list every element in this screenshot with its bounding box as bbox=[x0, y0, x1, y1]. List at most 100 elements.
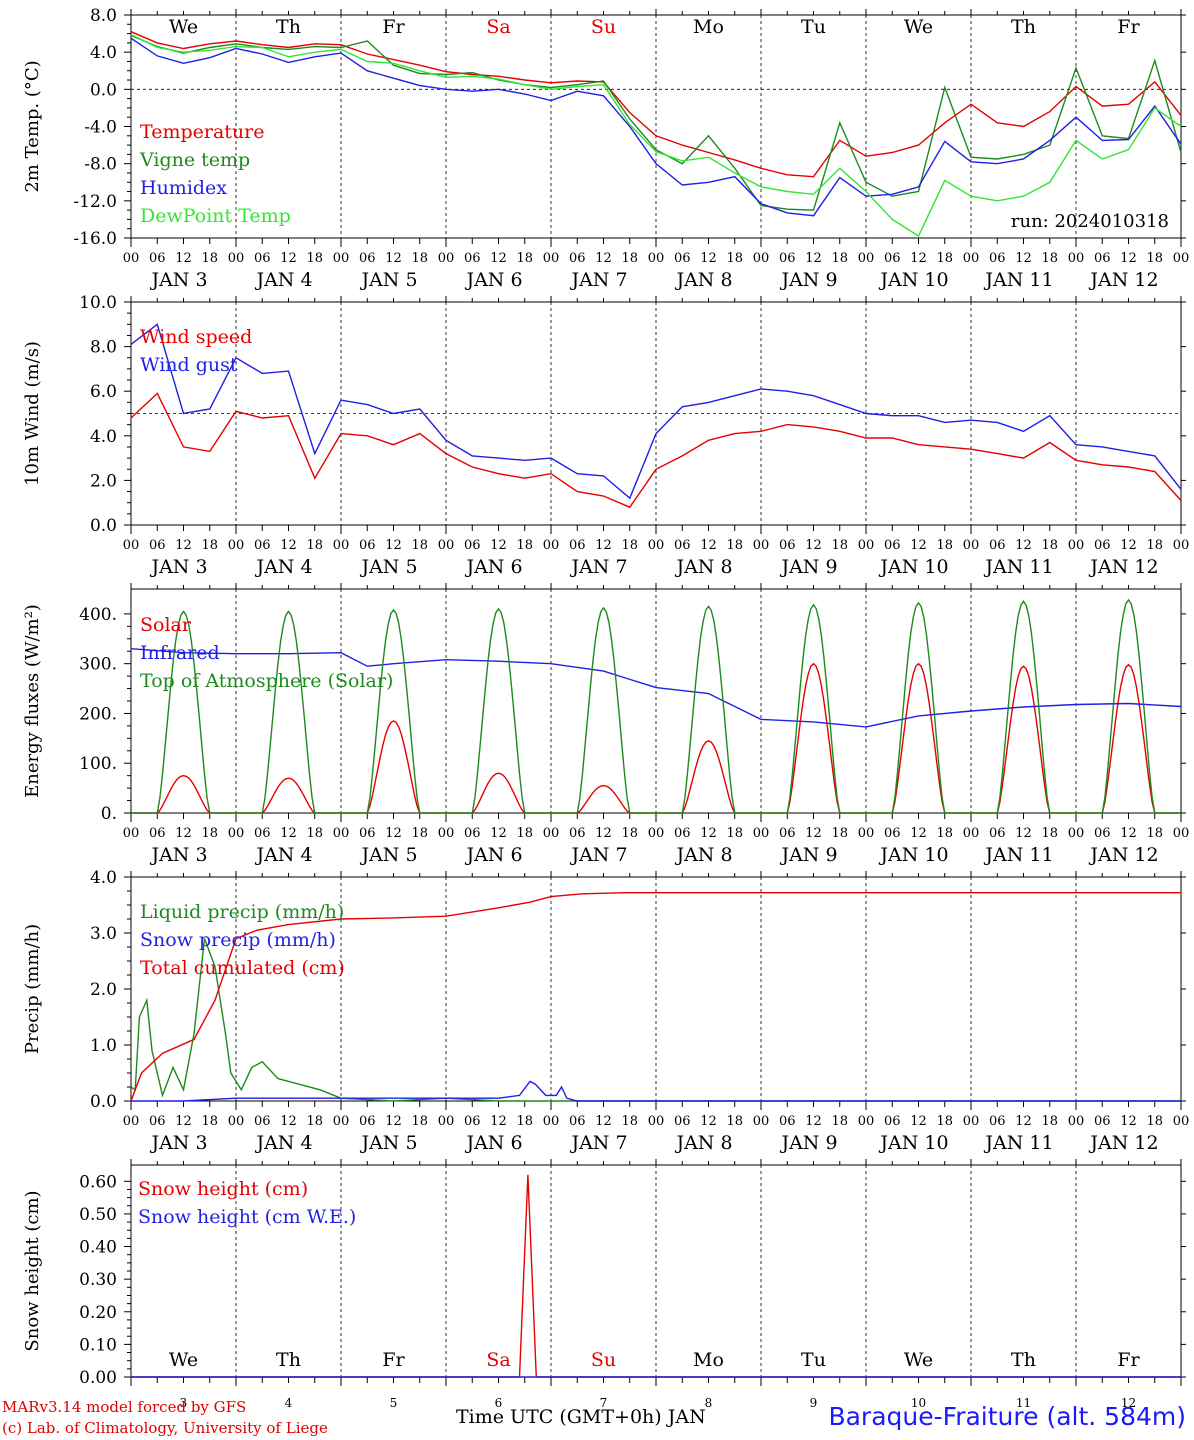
x-hour-label: 06 bbox=[674, 251, 691, 266]
x-hour-label: 00 bbox=[963, 538, 980, 553]
legend-entry: DewPoint Temp bbox=[140, 205, 291, 227]
x-date-label: JAN 7 bbox=[569, 556, 627, 578]
x-hour-label: 00 bbox=[543, 826, 560, 841]
x-hour-label: 00 bbox=[753, 251, 770, 266]
series-line-dewpoint-temp bbox=[130, 33, 1182, 238]
y-axis-label: 10m Wind (m/s) bbox=[22, 341, 43, 486]
series-line-wind-gust bbox=[130, 323, 1182, 500]
series-line-infrared bbox=[130, 648, 1182, 728]
y-tick-label: 6.0 bbox=[90, 382, 117, 402]
x-hour-label: 12 bbox=[805, 826, 822, 841]
y-tick-label: 0. bbox=[101, 804, 117, 824]
y-tick-label: 2.0 bbox=[90, 980, 117, 1000]
x-hour-label: 12 bbox=[385, 826, 402, 841]
x-hour-label: 06 bbox=[674, 538, 691, 553]
x-hour-label: 12 bbox=[595, 826, 612, 841]
y-tick-label: 3.0 bbox=[90, 924, 117, 944]
x-hour-label: 00 bbox=[963, 826, 980, 841]
x-hour-label: 06 bbox=[884, 251, 901, 266]
day-label: Fr bbox=[382, 1349, 405, 1371]
x-hour-label: 18 bbox=[306, 251, 323, 266]
legend-entry: Snow precip (mm/h) bbox=[140, 929, 336, 951]
legend-entry: Humidex bbox=[140, 177, 227, 199]
x-axis-label: Time UTC (GMT+0h) JAN bbox=[456, 1406, 706, 1428]
x-hour-label: 18 bbox=[516, 826, 533, 841]
x-hour-label: 06 bbox=[464, 1114, 481, 1129]
x-hour-label: 18 bbox=[1146, 251, 1163, 266]
x-hour-label: 00 bbox=[648, 251, 665, 266]
x-hour-label: 06 bbox=[884, 538, 901, 553]
x-date-label: JAN 11 bbox=[983, 269, 1053, 291]
x-hour-label: 12 bbox=[910, 538, 927, 553]
x-hour-label: 06 bbox=[1094, 538, 1111, 553]
x-hour-label: 18 bbox=[306, 1114, 323, 1129]
x-date-label: JAN 12 bbox=[1088, 844, 1158, 866]
x-hour-label: 06 bbox=[884, 1114, 901, 1129]
x-hour-label: 12 bbox=[1120, 1114, 1137, 1129]
x-hour-label: 12 bbox=[175, 251, 192, 266]
day-number-label: 7 bbox=[600, 1396, 608, 1410]
day-number-label: 4 bbox=[285, 1396, 293, 1410]
y-tick-label: 0.0 bbox=[90, 80, 117, 100]
series-line-snow-precip-mm-h- bbox=[131, 1080, 1181, 1102]
day-label: Fr bbox=[1117, 16, 1140, 38]
x-hour-label: 00 bbox=[123, 251, 140, 266]
x-hour-label: 18 bbox=[1146, 826, 1163, 841]
x-date-label: JAN 4 bbox=[254, 1132, 312, 1154]
x-hour-label: 00 bbox=[438, 1114, 455, 1129]
x-date-label: JAN 11 bbox=[983, 556, 1053, 578]
x-date-label: JAN 6 bbox=[464, 844, 522, 866]
y-tick-label: 4.0 bbox=[90, 43, 117, 63]
x-hour-label: 00 bbox=[648, 826, 665, 841]
y-tick-label: 0.50 bbox=[79, 1205, 117, 1225]
x-hour-label: 12 bbox=[1015, 538, 1032, 553]
x-hour-label: 06 bbox=[569, 538, 586, 553]
y-tick-label: 0.40 bbox=[79, 1238, 117, 1258]
x-hour-label: 06 bbox=[149, 251, 166, 266]
legend-entry: Top of Atmosphere (Solar) bbox=[140, 670, 393, 692]
y-axis-label: Snow height (cm) bbox=[22, 1190, 43, 1351]
x-hour-label: 00 bbox=[858, 251, 875, 266]
day-label: Mo bbox=[693, 16, 724, 38]
day-label: Fr bbox=[1117, 1349, 1140, 1371]
x-hour-label: 06 bbox=[464, 538, 481, 553]
panel-2 bbox=[124, 296, 1186, 534]
x-hour-label: 18 bbox=[936, 826, 953, 841]
x-hour-label: 00 bbox=[1068, 538, 1085, 553]
y-tick-label: 10.0 bbox=[79, 293, 117, 313]
x-hour-label: 06 bbox=[254, 826, 271, 841]
y-tick-label: 0.60 bbox=[79, 1172, 117, 1192]
x-hour-label: 00 bbox=[123, 538, 140, 553]
x-hour-label: 06 bbox=[569, 826, 586, 841]
x-hour-label: 00 bbox=[543, 538, 560, 553]
x-hour-label: 00 bbox=[228, 826, 245, 841]
x-hour-label: 18 bbox=[411, 251, 428, 266]
x-hour-label: 06 bbox=[149, 538, 166, 553]
x-hour-label: 18 bbox=[516, 1114, 533, 1129]
day-label: Su bbox=[591, 1349, 616, 1371]
x-hour-label: 18 bbox=[621, 1114, 638, 1129]
day-label: Tu bbox=[801, 16, 826, 38]
x-date-label: JAN 11 bbox=[983, 1132, 1053, 1154]
legend-entry: Temperature bbox=[140, 121, 264, 143]
x-hour-label: 12 bbox=[910, 251, 927, 266]
day-number-label: 10 bbox=[911, 1396, 926, 1410]
x-date-label: JAN 9 bbox=[779, 1132, 837, 1154]
day-label: Th bbox=[276, 1349, 301, 1371]
x-date-label: JAN 7 bbox=[569, 844, 627, 866]
x-hour-label: 18 bbox=[1146, 538, 1163, 553]
x-date-label: JAN 4 bbox=[254, 269, 312, 291]
x-hour-label: 12 bbox=[595, 1114, 612, 1129]
x-date-label: JAN 6 bbox=[464, 556, 522, 578]
y-tick-label: 4.0 bbox=[90, 868, 117, 888]
y-tick-label: 0.20 bbox=[79, 1303, 117, 1323]
x-hour-label: 12 bbox=[700, 538, 717, 553]
x-hour-label: 12 bbox=[805, 538, 822, 553]
x-hour-label: 06 bbox=[779, 826, 796, 841]
x-hour-label: 12 bbox=[1015, 826, 1032, 841]
y-tick-label: 0.0 bbox=[90, 516, 117, 536]
x-date-label: JAN 3 bbox=[149, 556, 207, 578]
x-date-label: JAN 7 bbox=[569, 269, 627, 291]
x-hour-label: 12 bbox=[1120, 538, 1137, 553]
x-hour-label: 12 bbox=[490, 826, 507, 841]
